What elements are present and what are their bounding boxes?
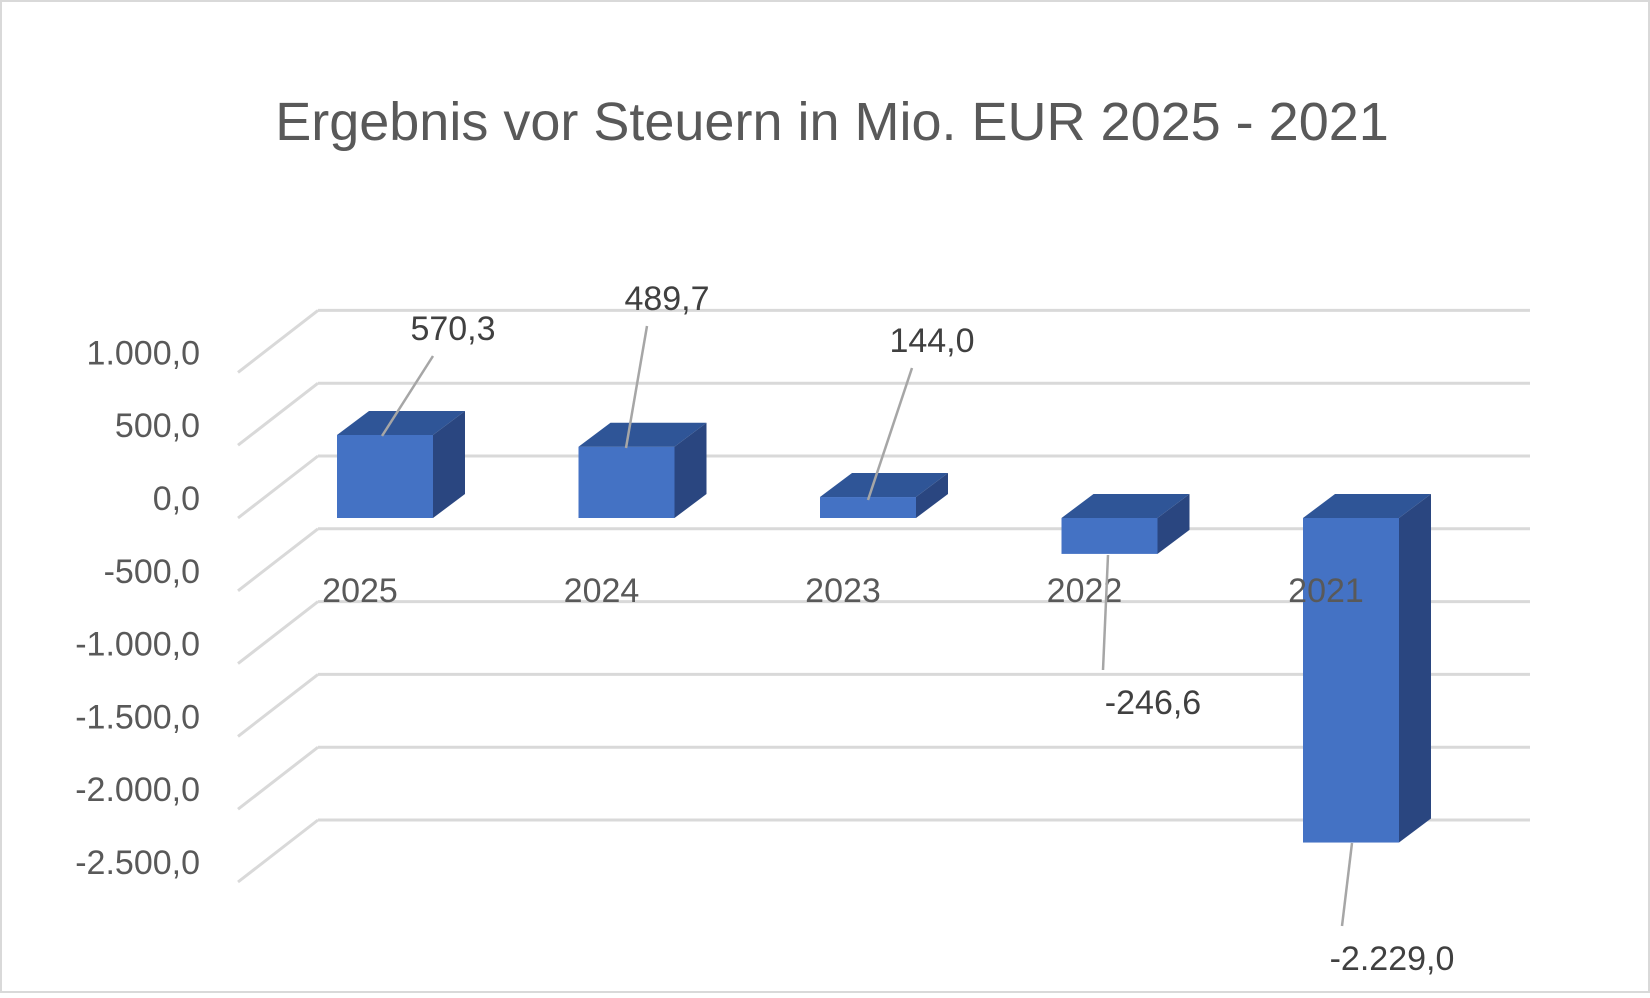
y-tick-label: -2.500,0 — [75, 844, 200, 882]
y-tick-label: 500,0 — [115, 407, 200, 445]
bar — [1303, 494, 1431, 843]
y-tick-label: 0,0 — [153, 480, 200, 518]
data-labels: 570,3 489,7 144,0 -246,6 -2.229,0 — [380, 280, 1455, 978]
gridline — [237, 454, 1530, 520]
data-label: 489,7 — [624, 280, 710, 449]
y-tick-label: -1.000,0 — [75, 626, 200, 664]
bars — [337, 410, 1431, 843]
y-axis-tick-labels: 1.000,0 500,0 0,0 -500,0 -1.000,0 -1.500,0 -2.… — [75, 334, 200, 882]
x-category-label: 2021 — [1288, 572, 1364, 610]
data-label: 570,3 — [380, 310, 496, 437]
gridline — [237, 381, 1530, 447]
x-category-label: 2024 — [564, 572, 640, 610]
bar — [578, 422, 707, 518]
x-axis-category-labels: 2025 2024 2023 2022 2021 — [322, 572, 1364, 610]
y-tick-label: -1.500,0 — [75, 698, 200, 736]
svg-text:489,7: 489,7 — [624, 280, 709, 318]
data-label: 144,0 — [866, 322, 975, 501]
bar — [1061, 494, 1190, 554]
bar — [820, 473, 948, 518]
y-tick-label: 1.000,0 — [87, 334, 200, 372]
data-label: -2.229,0 — [1330, 842, 1455, 978]
data-label: -246,6 — [1101, 554, 1201, 722]
chart-title: Ergebnis vor Steuern in Mio. EUR 2025 - … — [275, 92, 1389, 152]
x-category-label: 2022 — [1047, 572, 1123, 610]
y-tick-label: -2.000,0 — [75, 771, 200, 809]
x-category-label: 2023 — [805, 572, 881, 610]
bar — [337, 410, 465, 518]
svg-text:144,0: 144,0 — [889, 322, 974, 360]
x-category-label: 2025 — [322, 572, 398, 610]
svg-text:570,3: 570,3 — [410, 310, 495, 348]
y-tick-label: -500,0 — [104, 553, 200, 591]
gridline — [237, 308, 1530, 374]
svg-text:-246,6: -246,6 — [1105, 684, 1201, 722]
svg-text:-2.229,0: -2.229,0 — [1330, 940, 1455, 978]
